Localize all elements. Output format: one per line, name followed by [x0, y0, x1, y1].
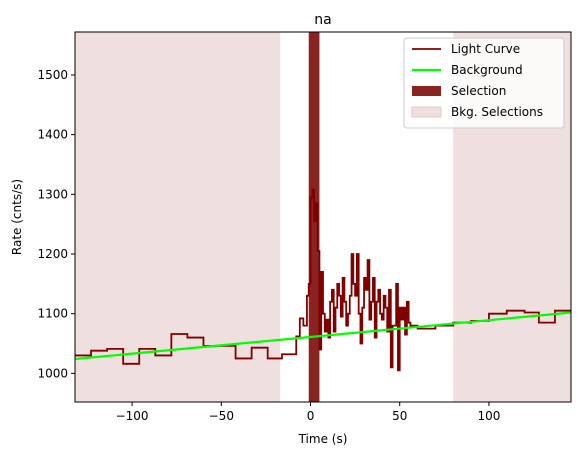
y-tick-label: 1300: [37, 187, 68, 201]
x-tick-label: 100: [477, 409, 500, 423]
light-curve-line: [75, 188, 571, 372]
x-tick-label: 0: [307, 409, 315, 423]
x-axis-label: Time (s): [298, 432, 348, 446]
y-axis-ticks: 1000 1100 1200 1300 1400 1500: [37, 68, 75, 380]
x-axis-ticks: −100 −50 0 50 100: [116, 402, 500, 423]
x-tick-label: −50: [209, 409, 234, 423]
bkg-selection-region-0: [75, 32, 281, 402]
legend-label-background: Background: [451, 63, 523, 77]
legend-box: [403, 37, 565, 129]
y-tick-label: 1000: [37, 366, 68, 380]
y-tick-label: 1100: [37, 307, 68, 321]
legend-label-light-curve: Light Curve: [451, 42, 520, 56]
legend-label-selection: Selection: [451, 84, 506, 98]
legend-swatch-selection: [412, 86, 441, 96]
background-line: [75, 311, 571, 361]
legend-swatch-bkg-selections: [411, 106, 442, 118]
axes-frame: [74, 31, 572, 403]
chart-title: na: [314, 12, 331, 28]
legend-label-bkg-selections: Bkg. Selections: [451, 105, 543, 119]
legend: Light Curve Background Selection Bkg. Selec…: [403, 37, 565, 129]
x-tick-label: 50: [392, 409, 407, 423]
y-tick-label: 1500: [37, 68, 68, 82]
y-tick-label: 1200: [37, 247, 68, 261]
y-axis-label: Rate (cnts/s): [10, 179, 24, 255]
y-tick-label: 1400: [37, 128, 68, 142]
x-tick-label: −100: [116, 409, 149, 423]
